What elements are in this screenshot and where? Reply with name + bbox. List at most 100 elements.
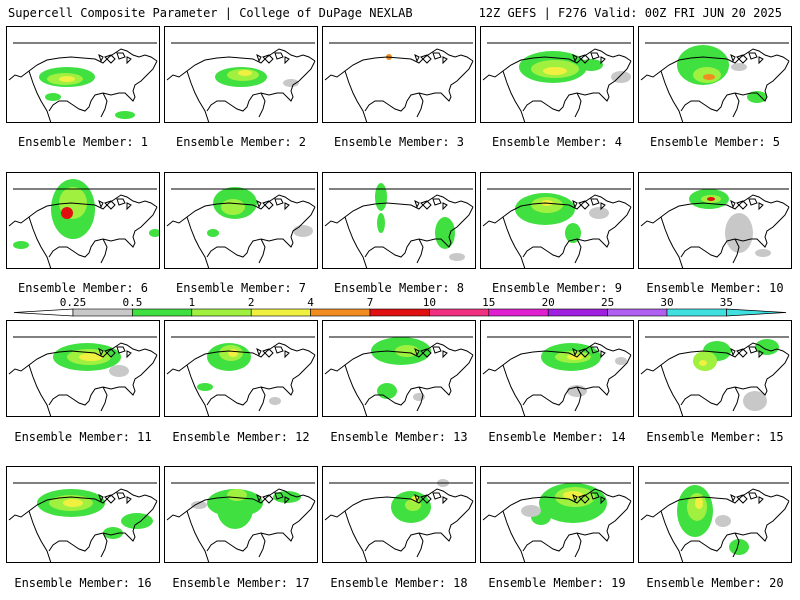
ensemble-panel-14 [480, 320, 634, 417]
colorbar-tick-label: 30 [660, 296, 674, 309]
page-title: Supercell Composite Parameter | College … [8, 6, 413, 20]
member-map [166, 482, 316, 562]
coastline [324, 188, 474, 268]
member-label: Ensemble Member: 14 [488, 430, 626, 444]
member-map [640, 336, 790, 416]
ensemble-panel-19 [480, 466, 634, 563]
ensemble-panel-3 [322, 26, 476, 123]
member-map [324, 479, 474, 562]
scp-contour [707, 197, 715, 201]
great-lakes [572, 198, 606, 211]
colorbar [13, 308, 787, 317]
colorbar-tick-label: 10 [422, 296, 437, 309]
colorbar-segment [72, 308, 133, 317]
coastline [324, 42, 474, 122]
colorbar-segment [132, 308, 193, 317]
scp-contour [238, 70, 252, 76]
colorbar-over-arrow [726, 308, 787, 317]
colorbar-tick-label: 0.5 [122, 296, 143, 309]
member-map [640, 482, 790, 562]
colorbar-tick-label: 0.25 [59, 296, 87, 309]
member-map [166, 336, 316, 416]
great-lakes [730, 198, 764, 211]
member-map [8, 482, 158, 562]
colorbar-segment [250, 308, 311, 317]
colorbar-under-arrow [13, 308, 74, 317]
member-map [482, 188, 632, 268]
member-map [324, 183, 474, 268]
member-label: Ensemble Member: 6 [17, 281, 149, 295]
member-label: Ensemble Member: 7 [175, 281, 307, 295]
coastline [166, 482, 316, 562]
scp-contour [228, 349, 238, 357]
scp-contour [227, 489, 247, 501]
coastline [166, 336, 316, 416]
member-label: Ensemble Member: 4 [491, 135, 623, 149]
member-map [8, 179, 159, 268]
coastline [482, 482, 632, 562]
ensemble-panel-8 [322, 172, 476, 269]
ensemble-panel-17 [164, 466, 318, 563]
ensemble-panel-7 [164, 172, 318, 269]
colorbar-tick-label: 20 [541, 296, 555, 309]
coastline [166, 188, 316, 268]
colorbar-tick-label: 2 [247, 296, 255, 309]
member-label: Ensemble Member: 5 [649, 135, 781, 149]
great-lakes [414, 52, 448, 65]
great-lakes [572, 346, 606, 359]
scp-contour [63, 499, 83, 507]
ensemble-panel-13 [322, 320, 476, 417]
colorbar-tick-label: 1 [188, 296, 196, 309]
scp-contour [699, 360, 707, 366]
coastline [640, 188, 790, 268]
ensemble-panel-20 [638, 466, 792, 563]
colorbar-segment [429, 308, 490, 317]
member-label: Ensemble Member: 20 [646, 576, 784, 590]
great-lakes [414, 492, 448, 505]
great-lakes [414, 346, 448, 359]
scp-contour [269, 397, 281, 405]
scp-contour [715, 515, 731, 527]
colorbar-segment [310, 308, 371, 317]
member-label: Ensemble Member: 16 [14, 576, 152, 590]
colorbar-tick-label: 7 [366, 296, 374, 309]
great-lakes [572, 52, 606, 65]
scp-contour [413, 393, 425, 401]
member-map [324, 42, 474, 122]
colorbar-segment [607, 308, 668, 317]
coastline [8, 188, 158, 268]
member-label: Ensemble Member: 17 [172, 576, 310, 590]
ensemble-panel-12 [164, 320, 318, 417]
scp-contour [747, 91, 767, 103]
great-lakes [256, 198, 290, 211]
coastline [166, 42, 316, 122]
scp-contour [221, 199, 245, 215]
colorbar-tick-label: 4 [307, 296, 314, 309]
great-lakes [730, 346, 764, 359]
scp-contour [191, 501, 207, 509]
member-label: Ensemble Member: 8 [333, 281, 465, 295]
coastline [8, 336, 158, 416]
scp-contour [521, 505, 541, 517]
coastline [324, 482, 474, 562]
colorbar-segment [488, 308, 549, 317]
scp-contour [543, 67, 567, 75]
coastline [640, 336, 790, 416]
scp-contour [109, 365, 129, 377]
scp-contour [207, 229, 219, 237]
colorbar-segment [547, 308, 608, 317]
colorbar-tick-label: 35 [719, 296, 734, 309]
member-label: Ensemble Member: 15 [646, 430, 784, 444]
great-lakes [98, 492, 132, 505]
coastline [640, 42, 790, 122]
ensemble-panel-15 [638, 320, 792, 417]
coastline [640, 482, 790, 562]
scp-contour [375, 183, 387, 211]
great-lakes [98, 52, 132, 65]
great-lakes [730, 52, 764, 65]
colorbar-segment [191, 308, 252, 317]
great-lakes [414, 198, 448, 211]
great-lakes [98, 198, 132, 211]
scp-contour [755, 339, 779, 355]
member-label: Ensemble Member: 3 [333, 135, 465, 149]
